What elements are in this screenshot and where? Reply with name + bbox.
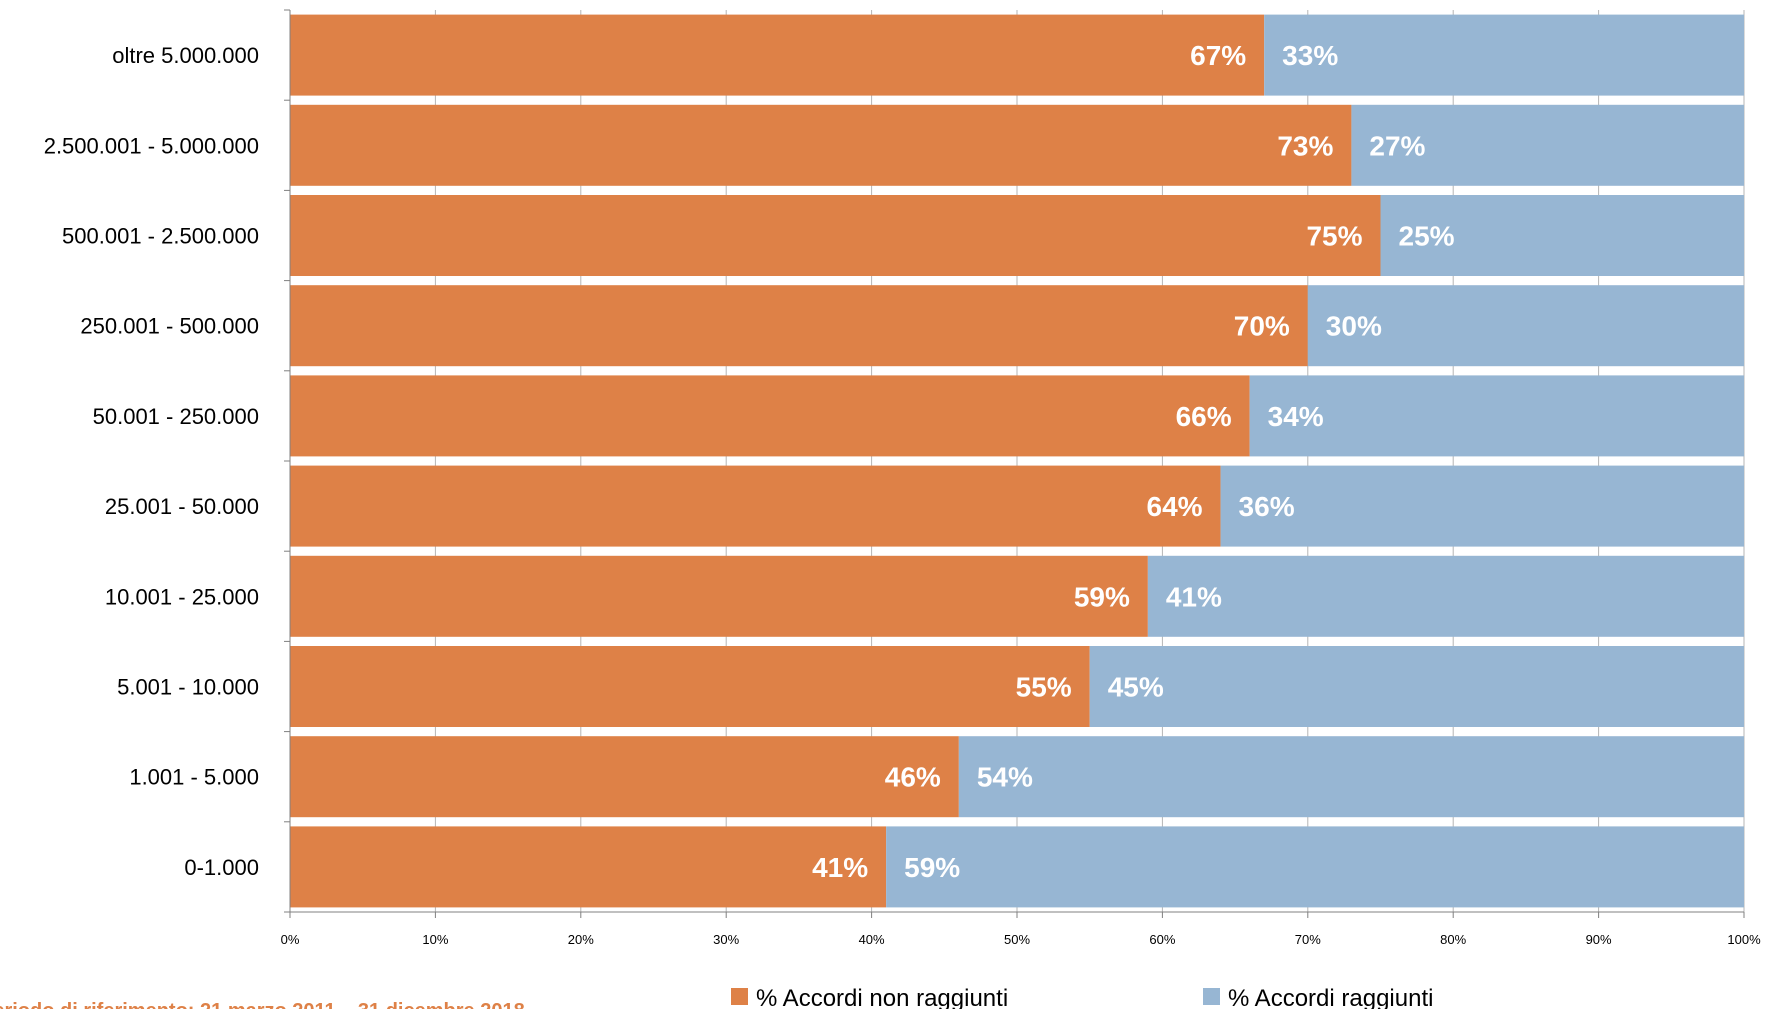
bar-raggiunti — [886, 826, 1744, 908]
bar-raggiunti — [1220, 465, 1744, 547]
data-label-non-raggiunti: 67% — [1190, 40, 1246, 71]
legend: % Accordi non raggiunti % Accordi raggiu… — [731, 985, 1433, 1009]
bar-raggiunti — [1351, 104, 1744, 186]
bar-non-raggiunti — [290, 104, 1352, 186]
bar-non-raggiunti — [290, 826, 887, 908]
x-tick-label: 80% — [1440, 932, 1466, 947]
bar-raggiunti — [1380, 195, 1744, 276]
category-label: 250.001 - 500.000 — [80, 314, 259, 339]
legend-swatch-raggiunti — [1203, 988, 1220, 1005]
data-label-raggiunti: 30% — [1326, 311, 1382, 342]
reference-period-footnote: Periodo di riferimento: 21 marzo 2011 – … — [0, 1000, 525, 1009]
bar-non-raggiunti — [290, 465, 1221, 547]
data-label-raggiunti: 36% — [1239, 491, 1295, 522]
x-tick-label: 10% — [422, 932, 448, 947]
data-label-raggiunti: 45% — [1108, 672, 1164, 703]
bar-raggiunti — [1089, 646, 1744, 727]
x-tick-label: 50% — [1004, 932, 1030, 947]
category-label: 0-1.000 — [184, 855, 259, 880]
bar-raggiunti — [1307, 285, 1744, 367]
bar-non-raggiunti — [290, 736, 959, 818]
category-label: 1.001 - 5.000 — [129, 765, 259, 790]
x-axis-ticks: 0% 10% 20% 30% 40% 50% 60% 70% 80% 90% 100% — [281, 9, 1761, 947]
legend-label-raggiunti: % Accordi raggiunti — [1228, 985, 1433, 1009]
data-label-raggiunti: 34% — [1268, 401, 1324, 432]
data-label-non-raggiunti: 55% — [1016, 672, 1072, 703]
category-label: 25.001 - 50.000 — [105, 494, 259, 519]
x-tick-label: 60% — [1149, 932, 1175, 947]
category-label: 5.001 - 10.000 — [117, 675, 259, 700]
category-label: 50.001 - 250.000 — [93, 404, 259, 429]
category-label: oltre 5.000.000 — [112, 43, 259, 68]
data-label-non-raggiunti: 66% — [1176, 401, 1232, 432]
x-tick-label: 70% — [1295, 932, 1321, 947]
x-tick-label: 40% — [859, 932, 885, 947]
data-label-non-raggiunti: 70% — [1234, 311, 1290, 342]
bar-raggiunti — [1249, 375, 1744, 457]
x-tick-label: 30% — [713, 932, 739, 947]
bar-non-raggiunti — [290, 195, 1381, 276]
bar-raggiunti — [1264, 14, 1744, 96]
bar-raggiunti — [958, 736, 1744, 818]
bar-non-raggiunti — [290, 555, 1148, 637]
data-label-raggiunti: 54% — [977, 762, 1033, 793]
category-label: 500.001 - 2.500.000 — [62, 224, 259, 249]
bar-non-raggiunti — [290, 646, 1090, 727]
x-tick-label: 100% — [1727, 932, 1761, 947]
data-label-non-raggiunti: 75% — [1306, 221, 1362, 252]
category-labels: oltre 5.000.000 2.500.001 - 5.000.000 500.… — [44, 43, 259, 880]
data-label-non-raggiunti: 64% — [1147, 491, 1203, 522]
data-label-raggiunti: 25% — [1399, 221, 1455, 252]
bar-non-raggiunti — [290, 14, 1265, 96]
data-label-raggiunti: 33% — [1282, 40, 1338, 71]
legend-swatch-non-raggiunti — [731, 988, 748, 1005]
bar-non-raggiunti — [290, 285, 1308, 367]
bars — [290, 14, 1744, 908]
data-label-non-raggiunti: 46% — [885, 762, 941, 793]
data-label-non-raggiunti: 41% — [812, 852, 868, 883]
data-label-raggiunti: 41% — [1166, 581, 1222, 612]
category-label: 10.001 - 25.000 — [105, 584, 259, 609]
data-label-raggiunti: 27% — [1369, 130, 1425, 161]
data-label-raggiunti: 59% — [904, 852, 960, 883]
x-tick-label: 0% — [281, 932, 300, 947]
x-tick-label: 20% — [568, 932, 594, 947]
data-label-non-raggiunti: 59% — [1074, 581, 1130, 612]
category-label: 2.500.001 - 5.000.000 — [44, 133, 259, 158]
data-label-non-raggiunti: 73% — [1277, 130, 1333, 161]
legend-label-non-raggiunti: % Accordi non raggiunti — [756, 985, 1008, 1009]
bar-raggiunti — [1147, 555, 1744, 637]
bar-non-raggiunti — [290, 375, 1250, 457]
x-tick-label: 90% — [1586, 932, 1612, 947]
data-labels: 67% 33% 73% 27% 75% 25% 70% 30% 66% 34% 64% 36% 59% 4… — [812, 40, 1455, 883]
